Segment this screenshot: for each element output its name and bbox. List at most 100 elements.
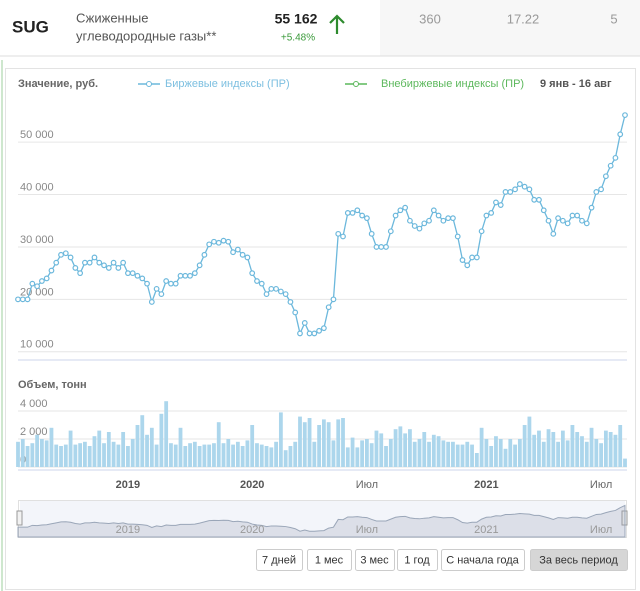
range-button[interactable] (355, 549, 395, 571)
volume-bar (130, 439, 135, 467)
point (383, 244, 389, 250)
point (588, 204, 595, 211)
navigator[interactable] (18, 500, 627, 538)
point (440, 217, 447, 224)
point (144, 280, 150, 287)
volume-bar (460, 444, 465, 467)
volume-bar (317, 425, 322, 467)
point (38, 278, 45, 284)
point (258, 280, 265, 287)
point (72, 265, 79, 271)
navigator-handle[interactable] (16, 510, 23, 526)
volume-bar (513, 444, 517, 467)
point (397, 207, 404, 214)
point (469, 254, 475, 261)
point (335, 230, 342, 237)
point (536, 196, 542, 203)
point (450, 215, 456, 222)
point (277, 288, 284, 295)
volume-bar (345, 447, 350, 467)
point (602, 173, 609, 180)
volume-bar (575, 432, 580, 467)
point (153, 285, 160, 292)
legend-label[interactable]: Биржевые индексы (ПР) (165, 78, 290, 90)
point (24, 296, 31, 303)
volume-bar (599, 443, 604, 467)
point (101, 262, 107, 269)
range-button-label[interactable]: С начала года (446, 554, 519, 566)
volume-bar (331, 440, 336, 467)
volume-bar (116, 444, 121, 467)
y-tick-label: 2 000 (20, 426, 48, 438)
volume-bar (235, 441, 240, 467)
range-button-label[interactable]: 7 дней (262, 554, 296, 566)
point (43, 275, 50, 282)
volume-bar (455, 444, 460, 467)
up-arrow (329, 14, 345, 34)
range-button-label[interactable]: 1 мес (315, 554, 344, 566)
point (316, 327, 323, 334)
range-button-label[interactable]: За весь период (539, 554, 618, 566)
volume-bar (570, 425, 575, 467)
point (177, 272, 184, 279)
volume-bar (412, 441, 417, 467)
date-range: 9 янв - 16 авг (540, 78, 612, 90)
range-button[interactable] (256, 549, 303, 571)
point (249, 270, 256, 277)
volume-bar (341, 418, 345, 467)
range-button[interactable] (307, 549, 352, 571)
price: 55 162 (275, 11, 318, 27)
range-button-label[interactable]: 3 мес (360, 554, 389, 566)
volume-bar (336, 419, 341, 467)
point (540, 207, 547, 214)
volume-bar (54, 444, 59, 467)
point (550, 230, 557, 237)
point (15, 296, 21, 303)
volume-bar (68, 430, 73, 467)
volume-bar (188, 443, 192, 467)
volume-bar (154, 444, 159, 467)
volume-bar (307, 418, 312, 467)
volume-bar (517, 439, 522, 467)
range-button[interactable] (530, 549, 628, 571)
volume-bar (240, 446, 245, 467)
legend-marker (353, 81, 359, 87)
volume-bar (111, 441, 116, 467)
point (478, 228, 485, 235)
point (497, 202, 504, 208)
volume-bar (78, 443, 83, 467)
volume-bar (87, 446, 92, 467)
volume-bar (393, 429, 398, 467)
point (196, 262, 203, 269)
volume-bar (403, 433, 408, 467)
volume-bar (508, 439, 513, 467)
navigator-label: Июл (356, 524, 378, 536)
range-button[interactable] (441, 549, 525, 571)
volume-bar (431, 434, 436, 467)
volume-bar (503, 448, 508, 467)
volume-bar (580, 436, 584, 467)
range-button[interactable] (397, 549, 438, 571)
volume-title: Объем, тонн (18, 379, 87, 391)
volume-bar (126, 446, 130, 467)
x-tick-label: Июл (356, 479, 378, 491)
point (340, 233, 346, 240)
navigator-label: Июл (590, 524, 612, 536)
legend-label[interactable]: Внебиржевые индексы (ПР) (381, 78, 524, 90)
volume-bar (178, 427, 183, 467)
point (349, 209, 356, 216)
volume-bar (149, 427, 154, 467)
x-tick-label: 2021 (474, 479, 498, 491)
header-cells-bg (380, 0, 640, 56)
range-button-label[interactable]: 1 год (404, 554, 430, 566)
point (96, 259, 103, 266)
volume-bar (226, 439, 231, 467)
x-tick-label: 2019 (116, 479, 140, 491)
volume-bar (417, 439, 422, 467)
point (163, 278, 170, 284)
volume-bar (365, 439, 369, 467)
volume-bar (106, 432, 111, 467)
volume-bar (293, 441, 298, 467)
point (139, 275, 146, 282)
volume-bar (164, 401, 169, 467)
